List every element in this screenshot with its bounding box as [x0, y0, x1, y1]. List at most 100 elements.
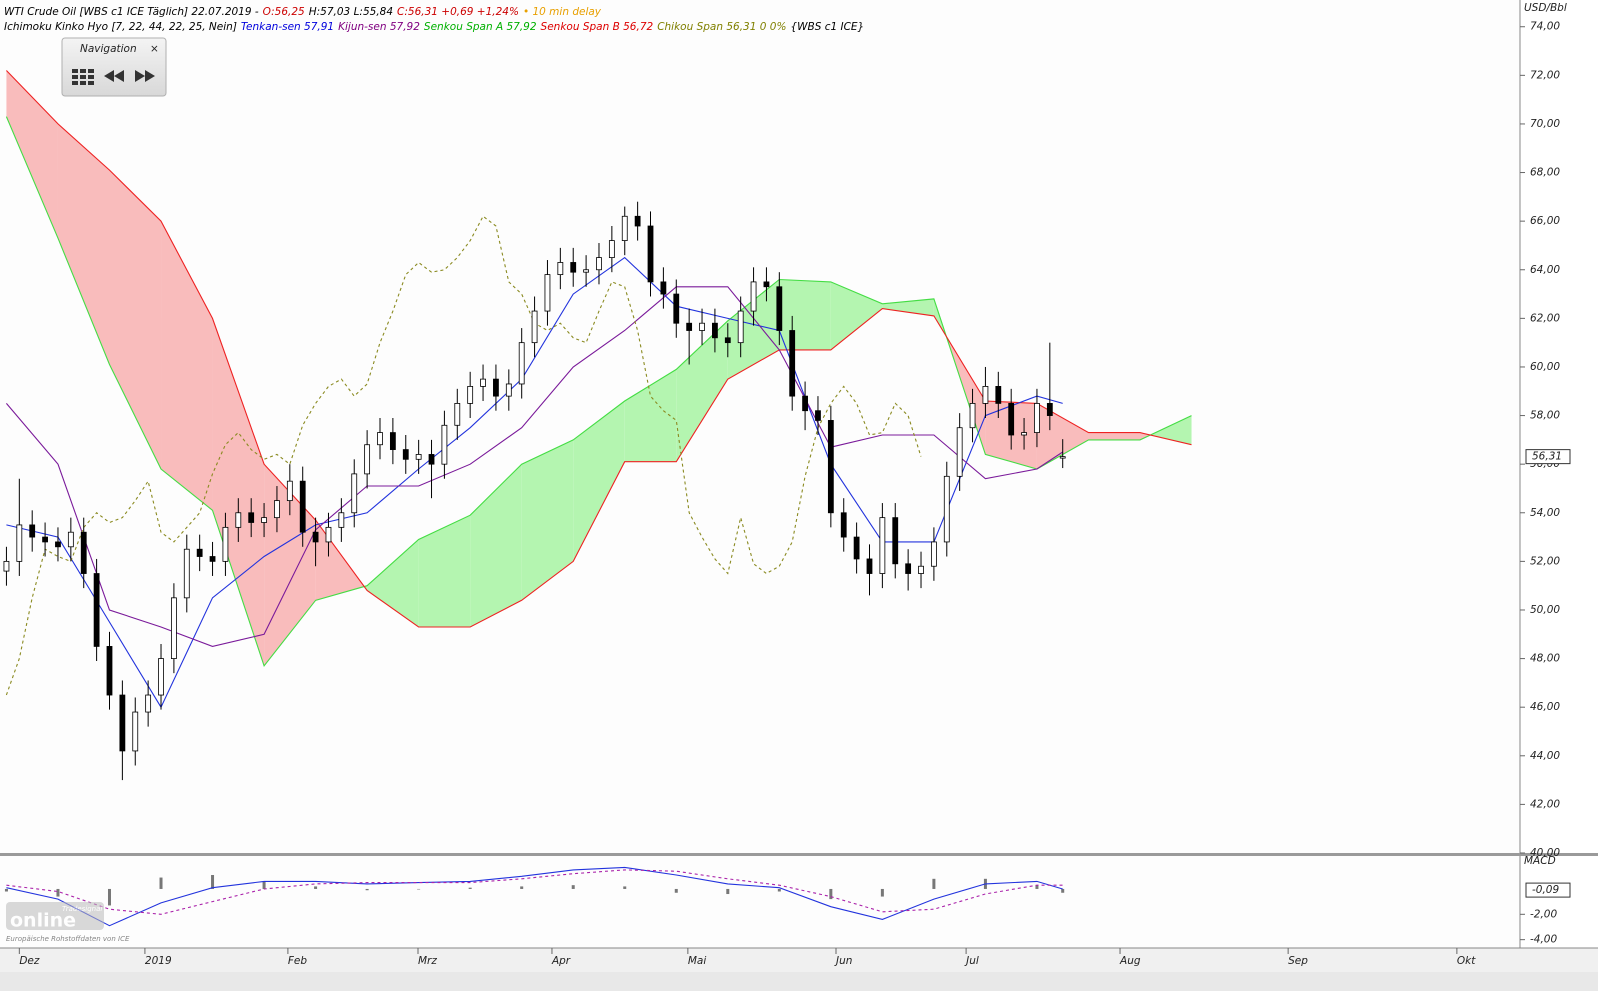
- candle-body: [467, 386, 474, 404]
- header-item: Chikou Span 56,31 0 0%: [657, 21, 786, 33]
- candle-body: [55, 541, 61, 548]
- y-tick-label: 40,00: [1530, 847, 1560, 859]
- line: [5, 215, 922, 696]
- y-tick-label: 62,00: [1530, 312, 1560, 324]
- candle-body: [634, 215, 641, 227]
- y-tick-label: 68,00: [1530, 167, 1560, 179]
- header-item: C:56,31 +0,69 +1,24%: [397, 6, 519, 18]
- candle-body: [402, 449, 409, 460]
- y-tick-label: 60,00: [1530, 361, 1560, 373]
- menu-icon[interactable]: [72, 69, 94, 85]
- histogram-bar: [159, 877, 163, 889]
- back-button[interactable]: [104, 70, 124, 82]
- cloud-fill: [212, 318, 265, 666]
- header-item: WTI Crude Oil [WBS c1 ICE Täglich] 22.07…: [4, 6, 259, 18]
- candle-body: [170, 597, 177, 659]
- watermark-brand: Tradesignal: [62, 905, 102, 913]
- x-tick-label: Mai: [688, 955, 706, 967]
- navigation-widget[interactable]: Navigation ×: [61, 37, 167, 97]
- price-marker: [1525, 449, 1571, 465]
- y-tick-label: 70,00: [1530, 118, 1560, 130]
- y-tick-label: 48,00: [1530, 653, 1560, 665]
- candle-body: [248, 512, 255, 523]
- line: [6, 256, 1063, 709]
- candle-body: [737, 310, 744, 344]
- navigation-title: Navigation: [80, 43, 137, 55]
- candle-body: [93, 573, 100, 647]
- macd-title: MACD: [1524, 855, 1556, 867]
- cloud-fill: [470, 464, 522, 627]
- candle-body: [995, 386, 1002, 404]
- candle-body: [1034, 403, 1040, 433]
- forward-button[interactable]: [135, 70, 155, 82]
- candle-body: [299, 480, 306, 533]
- header-item: H:57,03 L:55,84: [309, 6, 393, 18]
- x-tick-label: Dez: [19, 955, 40, 967]
- candle-body: [840, 512, 847, 538]
- x-tick-label: Sep: [1288, 955, 1308, 967]
- candle-body: [699, 322, 705, 331]
- line: [6, 866, 1063, 927]
- header-item: Senkou Span B 56,72: [541, 21, 654, 33]
- cloud-fill: [367, 539, 419, 627]
- histogram-bar: [880, 888, 884, 897]
- macd-marker: [1525, 882, 1571, 898]
- x-tick-label: Aug: [1119, 955, 1141, 967]
- candle-body: [815, 410, 821, 421]
- x-tick-label: Feb: [288, 955, 307, 967]
- y-tick-label: 66,00: [1530, 215, 1560, 227]
- histogram-bar: [314, 886, 318, 889]
- header-item: {WBS c1 ICE}: [790, 21, 864, 33]
- histogram-bar: [777, 888, 781, 892]
- histogram-bar: [56, 888, 60, 897]
- candle-body: [1021, 432, 1027, 436]
- candle-body: [119, 694, 126, 752]
- cloud-fill: [882, 298, 934, 316]
- cloud-fill: [109, 170, 162, 470]
- macd-marker-label: -0,09: [1532, 884, 1559, 896]
- candle-body: [750, 281, 757, 312]
- y-tick-label: 74,00: [1530, 21, 1560, 33]
- candle-body: [196, 548, 203, 557]
- candle-body: [286, 480, 293, 502]
- candle-body: [802, 395, 808, 412]
- histogram-bar: [365, 888, 369, 891]
- candle-body: [905, 563, 912, 574]
- candle-body: [853, 536, 860, 560]
- candle-body: [132, 711, 139, 752]
- candle-body: [1008, 403, 1015, 436]
- navigation-close[interactable]: ×: [150, 43, 159, 55]
- candle-body: [608, 240, 615, 259]
- candle-body: [660, 281, 667, 295]
- histogram-bar: [262, 881, 266, 889]
- x-tick-label: Okt: [1457, 955, 1476, 967]
- histogram-bar: [1061, 888, 1065, 893]
- candle-body: [570, 262, 577, 273]
- header-item: • 10 min delay: [523, 6, 602, 18]
- cloud-fill: [573, 400, 625, 562]
- candle-body: [183, 548, 190, 599]
- histogram-bar: [4, 888, 8, 892]
- cloud-fill: [1088, 432, 1140, 440]
- line: [6, 70, 1192, 628]
- candle-body: [505, 383, 512, 397]
- candle-body: [441, 424, 448, 465]
- y-tick-label: -2,00: [1530, 908, 1557, 920]
- candle-body: [377, 432, 383, 446]
- unit-label: USD/Bbl: [1524, 2, 1567, 14]
- cloud-fill: [6, 70, 58, 239]
- price-marker-label: 56,31: [1532, 451, 1562, 463]
- candle-body: [364, 444, 371, 475]
- candle-body: [544, 274, 551, 312]
- cloud-fill: [676, 320, 728, 462]
- header-item: Tenkan-sen 57,91: [241, 21, 334, 33]
- header-line: Ichimoku Kinko Hyo [7, 22, 44, 22, 25, N…: [4, 21, 864, 33]
- y-tick-label: 50,00: [1530, 604, 1560, 616]
- watermark-logo-text: online: [10, 910, 76, 932]
- candle-body: [222, 526, 229, 562]
- y-tick-label: -4,00: [1530, 934, 1557, 946]
- candle-body: [454, 403, 461, 426]
- y-tick-label: 64,00: [1530, 264, 1560, 276]
- histogram-bar: [1035, 885, 1039, 889]
- candle-body: [145, 694, 152, 713]
